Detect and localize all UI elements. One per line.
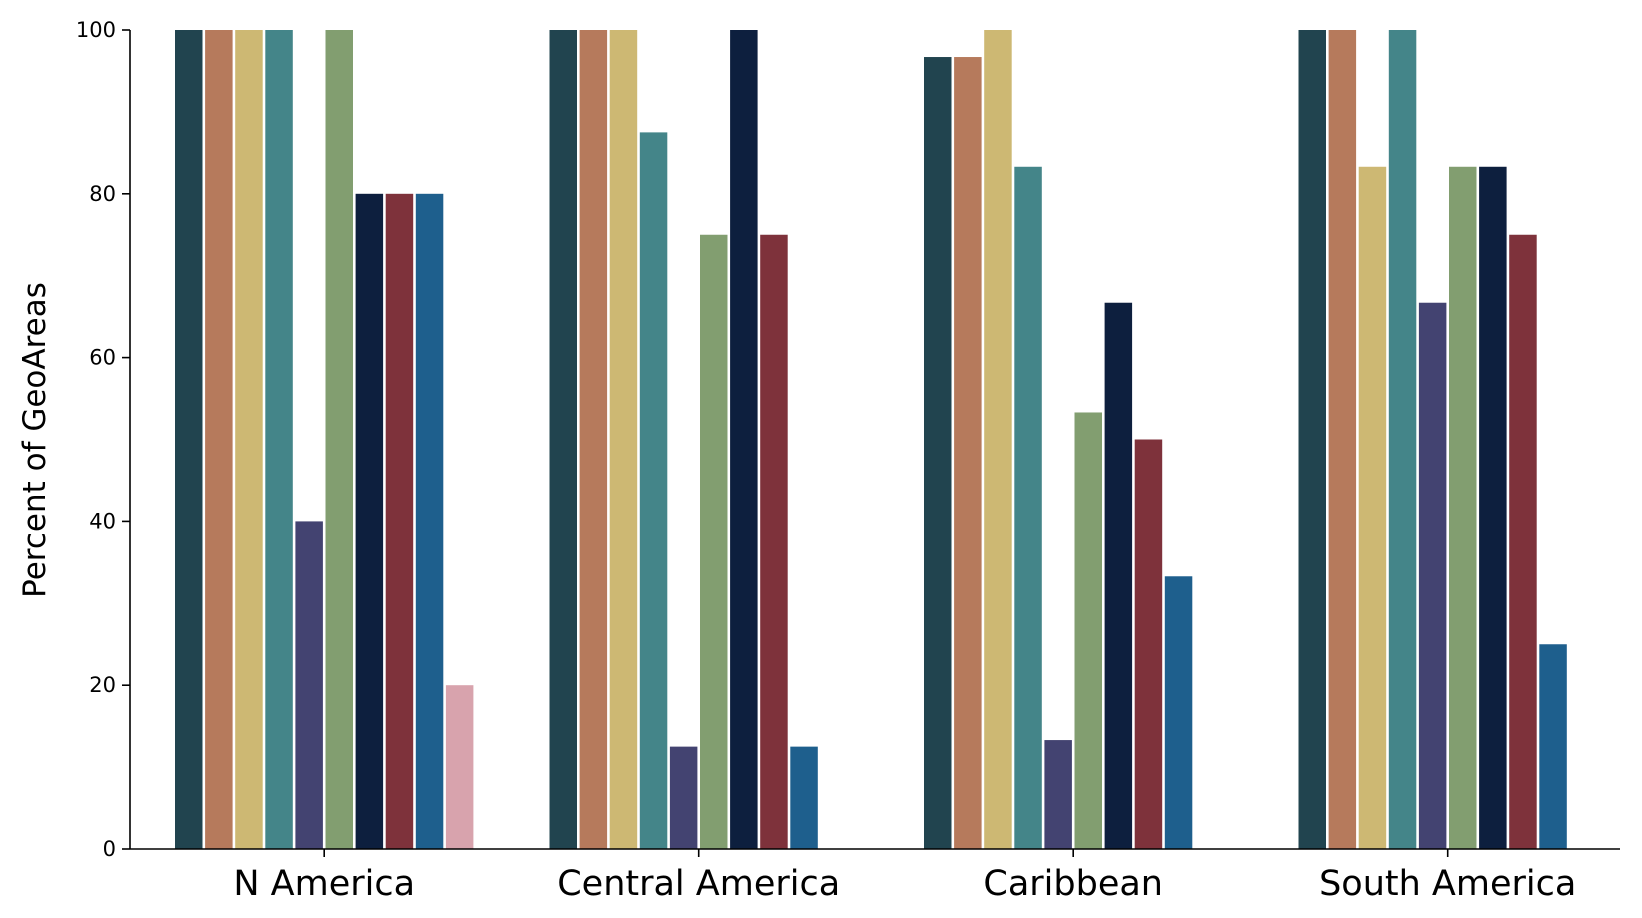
y-tick-label: 80: [89, 182, 116, 206]
x-axis-ticks: N America Central America Caribbean South A…: [233, 849, 1576, 904]
bar: [1074, 412, 1102, 849]
bar: [175, 30, 203, 849]
bar: [235, 30, 263, 849]
bar: [1388, 30, 1417, 849]
bar: [700, 234, 728, 849]
bars-group: [175, 30, 1567, 850]
bar: [1539, 644, 1567, 849]
bar: [760, 234, 788, 849]
bar: [295, 521, 323, 849]
y-tick-label: 20: [89, 673, 116, 697]
bar: [1509, 234, 1537, 849]
x-tick-label: Central America: [557, 864, 840, 904]
bar: [415, 193, 444, 850]
bar: [325, 30, 353, 849]
bar: [1164, 576, 1193, 849]
x-tick-label: South America: [1319, 864, 1576, 904]
bar: [549, 30, 577, 849]
bar: [924, 57, 952, 849]
y-tick-label: 60: [89, 346, 116, 370]
bar: [1014, 166, 1042, 849]
bar: [1328, 30, 1357, 849]
bar: [730, 30, 758, 849]
bar: [609, 30, 638, 849]
bar: [1358, 166, 1387, 849]
bar: [1298, 30, 1326, 849]
y-tick-label: 0: [103, 837, 116, 861]
bar: [1418, 302, 1447, 850]
y-axis-title: Percent of GeoAreas: [17, 282, 53, 598]
bar: [1104, 302, 1133, 850]
bar: [790, 746, 818, 850]
bar: [954, 57, 982, 849]
bar: [205, 30, 233, 849]
bar: [355, 193, 384, 850]
bar: [1449, 166, 1477, 849]
x-tick-label: Caribbean: [983, 864, 1163, 904]
y-axis-ticks: 0 20 40 60 80 100: [76, 18, 130, 861]
bar: [639, 132, 668, 850]
bar: [669, 746, 698, 850]
y-tick-label: 100: [76, 18, 116, 42]
bar: [1134, 439, 1163, 849]
bar: [984, 30, 1012, 849]
bar: [265, 30, 293, 849]
bar: [445, 685, 474, 849]
y-tick-label: 40: [89, 509, 116, 533]
bar: [385, 193, 414, 850]
bar: [1479, 166, 1507, 849]
bar: [579, 30, 608, 849]
bar: [1044, 740, 1072, 849]
x-tick-label: N America: [233, 864, 415, 904]
